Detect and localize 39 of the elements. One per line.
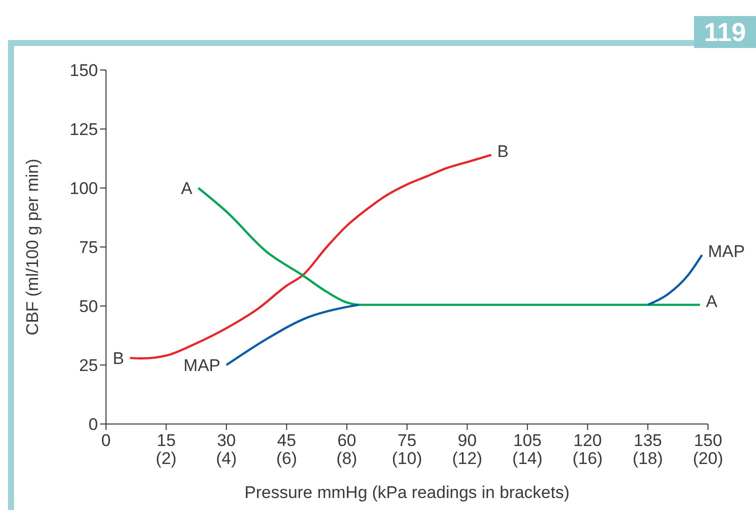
x2-tick-label: (16) (572, 449, 603, 468)
x-tick-label: 0 (101, 431, 111, 450)
y-tick-label: 125 (70, 120, 98, 140)
x-tick-label: 150 (694, 431, 722, 450)
x2-tick-label: (6) (276, 449, 297, 468)
y-tick-label: 150 (70, 61, 98, 80)
text: MAP (708, 242, 745, 262)
text: B (497, 142, 509, 161)
x-tick-label: 90 (458, 431, 477, 450)
text: A (706, 292, 718, 311)
x2-tick-label: (10) (392, 449, 422, 468)
x-tick-label: 105 (513, 431, 542, 450)
x2-tick-label: (12) (452, 449, 482, 468)
x-tick-label: 60 (337, 431, 356, 450)
x-tick-label: 75 (398, 431, 416, 450)
series-label: B (112, 348, 124, 368)
x-tick-label: 30 (216, 431, 236, 450)
x2-tick-label: (2) (156, 449, 177, 468)
line-series (197, 186, 702, 306)
x-axis-title: Pressure mmHg (kPa readings in brackets) (244, 483, 570, 502)
x2-tick-label: (4) (216, 449, 237, 468)
y-tick-label: 50 (79, 297, 98, 316)
x-tick-label: 45 (277, 431, 296, 450)
x2-tick-label: (18) (632, 449, 663, 468)
x2-tick-label: (8) (336, 449, 358, 468)
text: 119 (694, 16, 756, 48)
y-tick-label: 75 (79, 238, 98, 258)
y-tick-label: 0 (88, 415, 98, 434)
y-tick-label: 100 (70, 179, 98, 198)
y-axis-title: CBF (ml/100 g per min) (23, 158, 42, 336)
x2-tick-label: (14) (512, 449, 543, 468)
series-label: A (180, 179, 193, 198)
line-series (128, 154, 492, 360)
x-tick-label: 120 (573, 431, 602, 450)
x-tick-label: 135 (634, 431, 662, 450)
x-tick-label: 15 (156, 431, 176, 450)
series-label: MAP (184, 356, 220, 375)
x2-tick-label: (20) (692, 449, 724, 468)
y-tick-label: 25 (79, 356, 98, 376)
